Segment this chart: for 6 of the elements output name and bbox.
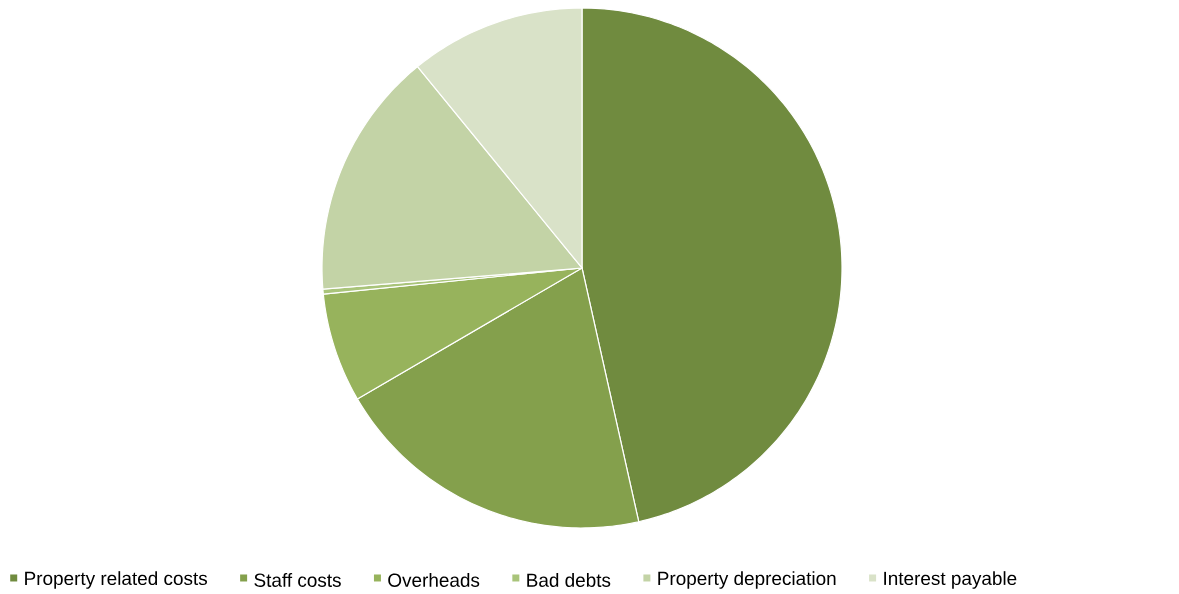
legend-label: Staff costs xyxy=(254,573,341,587)
legend-label: Bad debts xyxy=(527,573,611,587)
legend-label: Overheads xyxy=(388,573,480,587)
legend-label: Property related costs xyxy=(25,571,208,589)
legend-label: Property depreciation xyxy=(658,571,836,589)
legend-label: Interest payable xyxy=(884,571,1017,589)
